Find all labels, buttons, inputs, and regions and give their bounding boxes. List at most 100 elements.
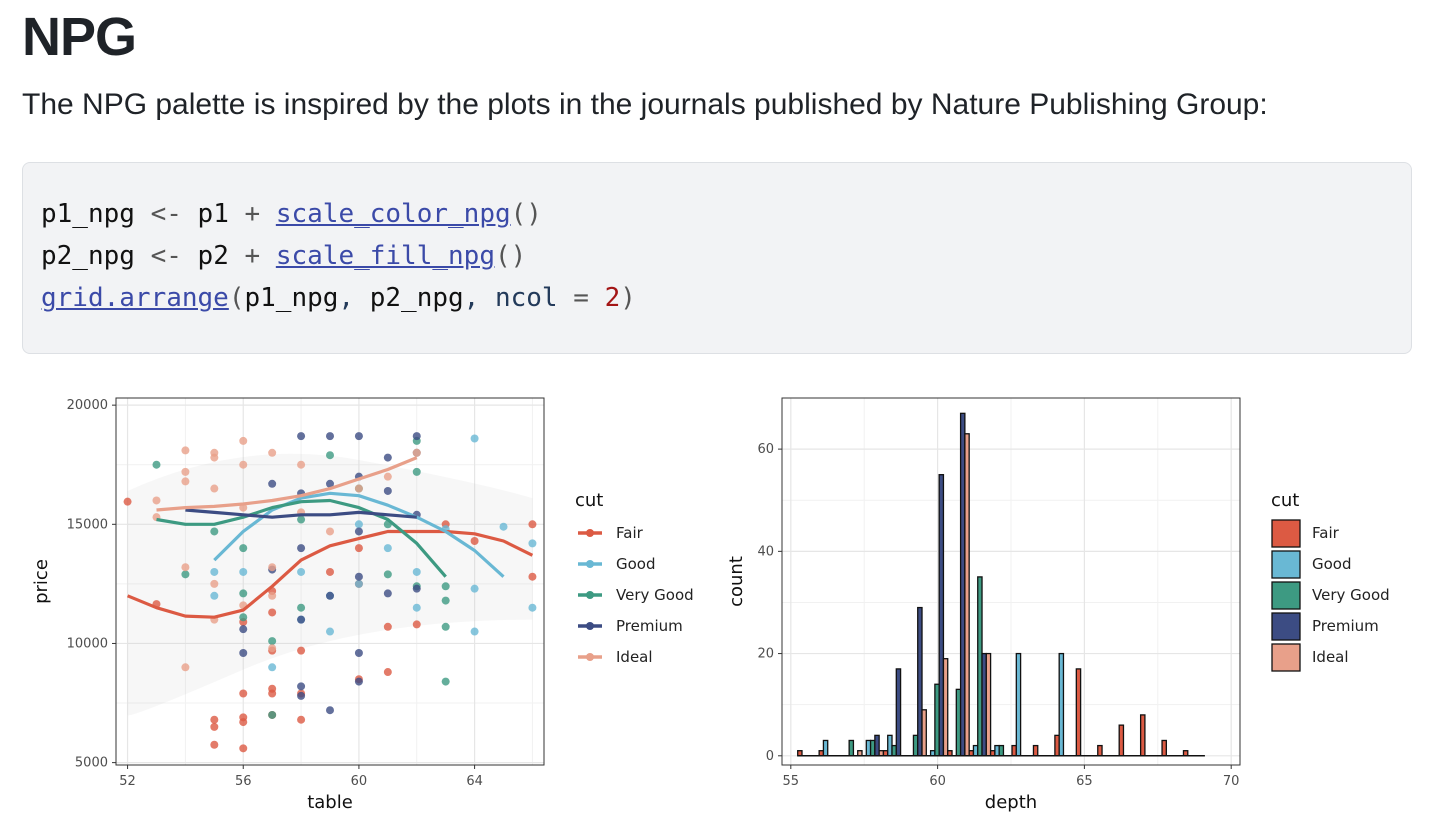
legend-label: Very Good (1312, 586, 1390, 604)
data-point (181, 663, 190, 672)
histogram-bar (797, 750, 803, 757)
data-point (210, 567, 219, 576)
data-point (383, 544, 392, 553)
code-number: 2 (604, 283, 621, 313)
data-point (470, 627, 479, 636)
legend-label: Premium (1312, 617, 1379, 635)
scale-color-npg-link[interactable]: scale_color_npg (275, 199, 511, 229)
data-point (354, 579, 363, 588)
histogram-bar (1032, 744, 1039, 757)
data-point (326, 451, 334, 460)
histogram-bar (1182, 750, 1189, 757)
data-point (499, 522, 508, 531)
data-point (268, 663, 277, 672)
data-point (210, 527, 219, 536)
data-point (470, 434, 479, 443)
data-point (354, 520, 363, 529)
data-point (239, 648, 248, 657)
data-point (470, 536, 479, 545)
code-plus: + (228, 241, 276, 271)
histogram-bar (985, 652, 992, 757)
data-point (354, 432, 363, 441)
data-point (210, 715, 219, 724)
histogram-bar (857, 750, 863, 757)
data-point (383, 589, 392, 598)
legend-key (1271, 612, 1301, 641)
data-point (297, 646, 306, 655)
histogram-bar (1058, 652, 1065, 757)
y-tick-label: 5000 (75, 756, 108, 771)
data-point (297, 615, 306, 624)
histogram-bar (947, 750, 953, 757)
data-point (528, 539, 537, 548)
code-param: ncol (494, 283, 558, 313)
data-point (152, 496, 161, 505)
x-tick-label: 64 (466, 774, 483, 789)
data-point (412, 584, 421, 593)
smooth-line (126, 529, 534, 619)
code-plus: + (228, 199, 276, 229)
x-tick-label: 65 (1076, 774, 1093, 789)
data-point (268, 563, 277, 572)
legend-key (1271, 519, 1301, 548)
data-point (297, 544, 306, 553)
y-tick-label: 15000 (67, 517, 108, 532)
data-point (528, 572, 537, 581)
data-point (181, 446, 190, 455)
x-axis-label: depth (985, 792, 1037, 813)
code-line-3: grid.arrange(p1_npg, p2_npg, ncol = 2) (41, 283, 636, 313)
code-var: p2_npg (41, 241, 135, 271)
legend-point (586, 622, 594, 630)
code-eq: = (557, 283, 605, 313)
data-point (326, 627, 334, 636)
data-point (412, 620, 421, 629)
data-point (239, 613, 248, 622)
data-point (383, 570, 392, 579)
data-point (239, 625, 248, 634)
histogram-bar (822, 739, 829, 757)
legend-label: Ideal (1312, 648, 1349, 666)
data-point (297, 515, 306, 524)
data-point (210, 579, 219, 588)
data-point (354, 677, 363, 686)
data-point (210, 722, 219, 731)
panel-border (115, 397, 545, 766)
data-point (354, 527, 363, 536)
code-paren-open: ( (228, 283, 245, 313)
scatter-plot: 52 56 60 64 5000 10000 15000 20000 table price cut… (31, 397, 694, 813)
y-axis-label: price (31, 559, 52, 604)
data-point (181, 570, 190, 579)
histogram-plot: 55 60 65 70 0 20 40 60 depth count cut Fair Good Very… (726, 397, 1390, 813)
grid-arrange-link[interactable]: grid.arrange (41, 283, 229, 313)
code-assign: <- (134, 241, 198, 271)
data-point (268, 608, 277, 617)
x-tick-label: 52 (119, 774, 136, 789)
data-point (268, 644, 277, 653)
x-tick-label: 55 (783, 774, 800, 789)
data-point (441, 596, 450, 605)
histogram-bar (895, 668, 902, 757)
data-point (528, 603, 537, 612)
code-paren: () (510, 199, 542, 229)
data-point (297, 603, 306, 612)
data-point (441, 622, 450, 631)
legend-label: Very Good (616, 586, 694, 604)
histogram-bar (848, 739, 855, 757)
scale-fill-npg-link[interactable]: scale_fill_npg (275, 241, 495, 271)
histogram-bar (1075, 668, 1082, 757)
data-point (297, 567, 306, 576)
data-point (412, 567, 421, 576)
legend-point (586, 529, 594, 537)
data-point (239, 544, 248, 553)
data-point (528, 520, 537, 529)
page-title: NPG (22, 7, 137, 67)
histogram-bar (942, 658, 949, 757)
legend-key (1271, 581, 1301, 610)
legend-label: Fair (616, 524, 644, 542)
legend-title: cut (575, 490, 603, 511)
x-tick-label: 60 (351, 774, 368, 789)
histogram-bar (1118, 724, 1125, 757)
panel-border (781, 397, 1241, 766)
x-tick-label: 70 (1223, 774, 1240, 789)
data-point (268, 710, 277, 719)
